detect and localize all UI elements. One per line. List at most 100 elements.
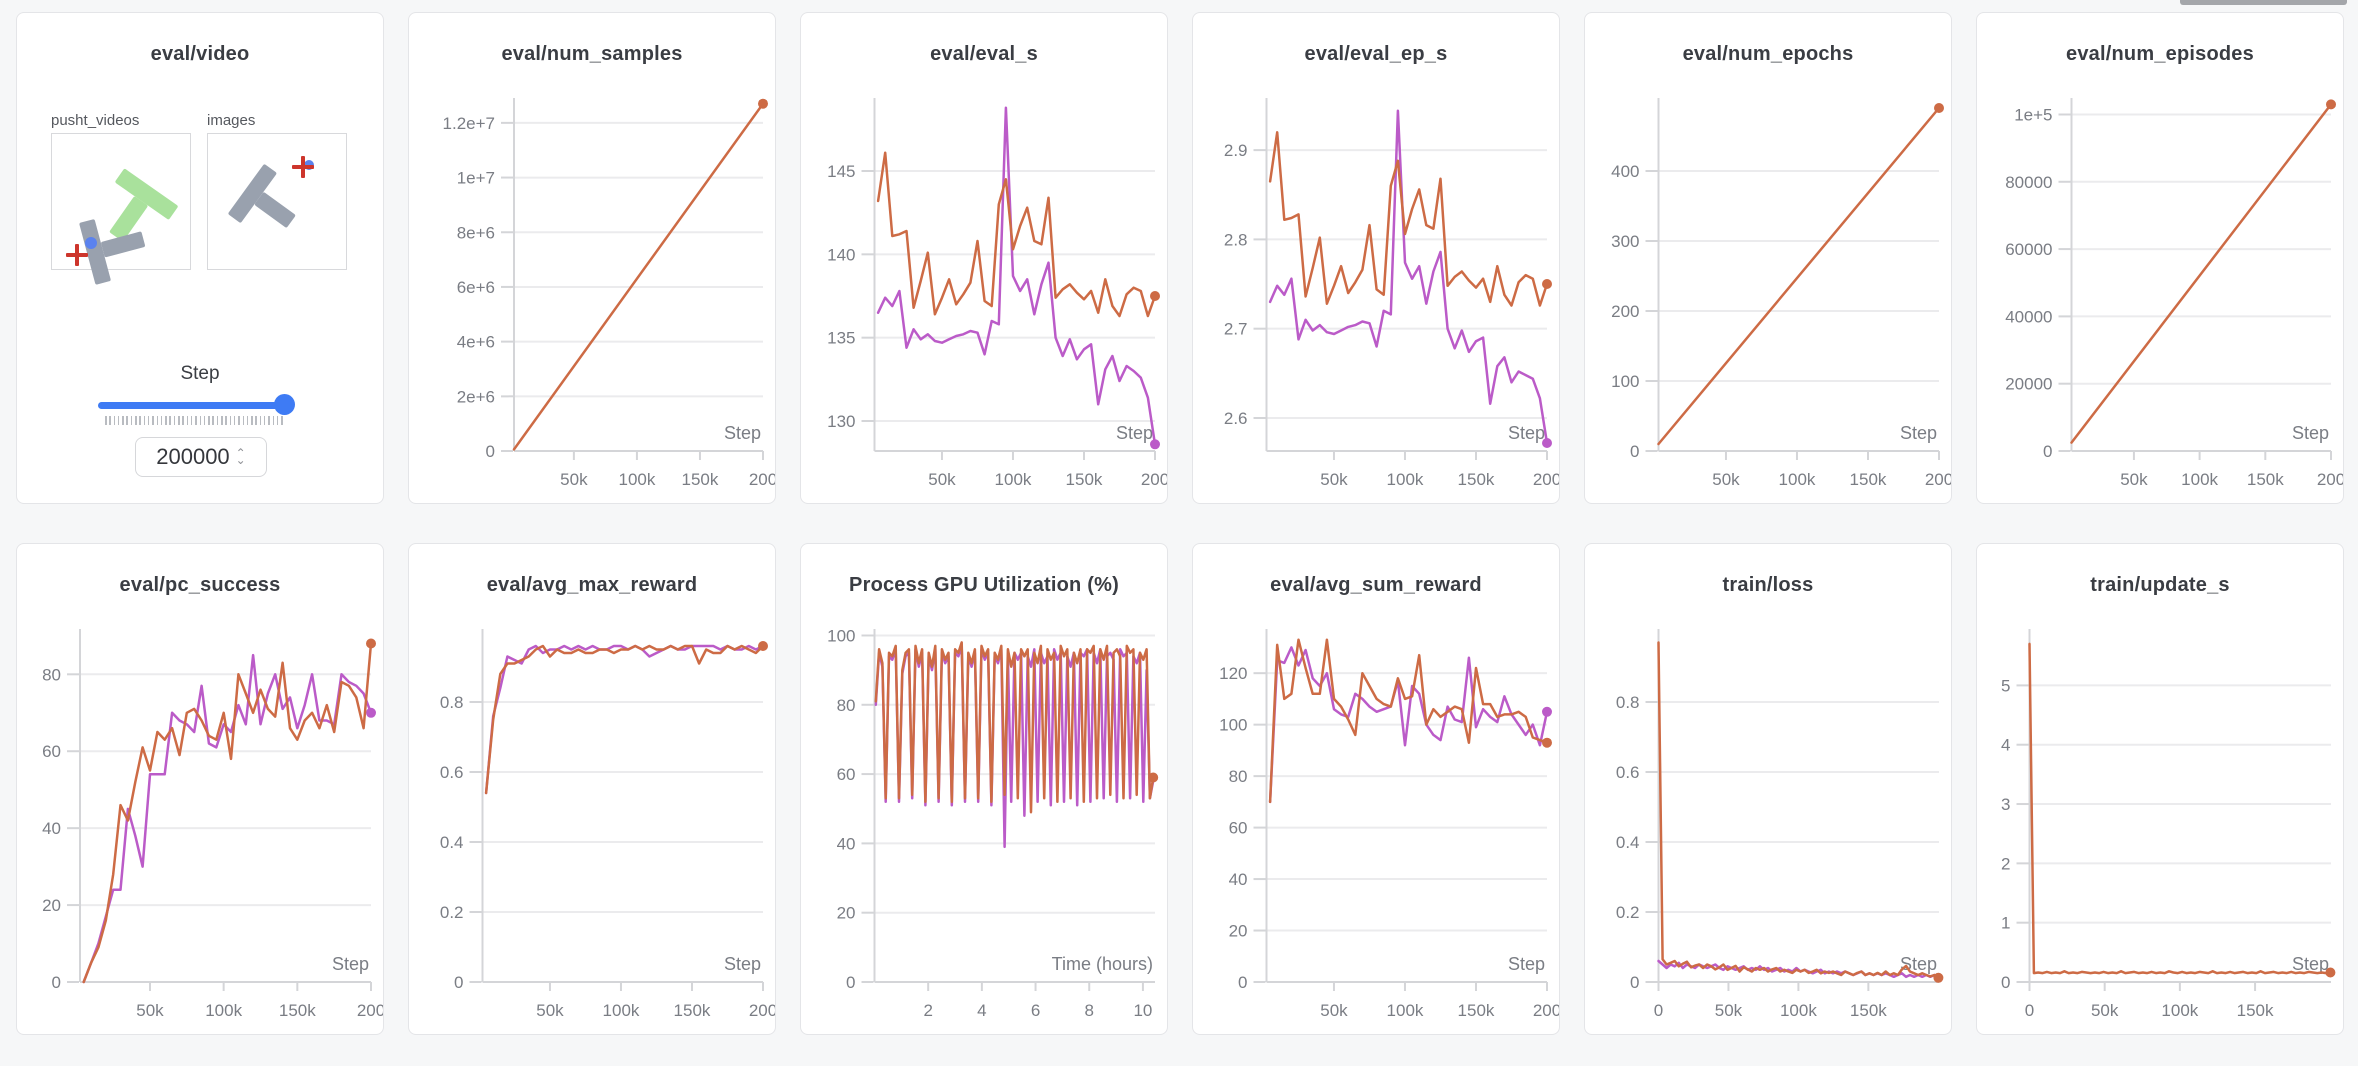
svg-text:80: 80 <box>837 696 856 715</box>
svg-text:100k: 100k <box>618 470 655 489</box>
svg-text:2: 2 <box>923 1001 932 1020</box>
panel-eval-pc-success: eval/pc_success 0 20 40 60 80 50k 100k 150k 200 St… <box>16 543 384 1035</box>
target-cross-icon <box>66 244 88 266</box>
svg-text:200: 200 <box>357 1001 384 1020</box>
svg-text:4: 4 <box>2001 736 2010 755</box>
svg-text:0.4: 0.4 <box>440 833 464 852</box>
step-slider[interactable] <box>98 394 295 415</box>
x-axis-label: Time (hours) <box>1052 954 1153 974</box>
purple-end-point <box>366 707 376 718</box>
svg-text:145: 145 <box>827 162 855 181</box>
orange-end-point <box>1542 279 1552 289</box>
svg-text:100: 100 <box>1219 716 1247 735</box>
slider-tick-marks <box>105 416 283 425</box>
svg-text:100k: 100k <box>1780 1001 1817 1020</box>
slider-track[interactable] <box>98 402 291 409</box>
svg-text:200: 200 <box>1533 1001 1560 1020</box>
svg-text:50k: 50k <box>1320 1001 1348 1020</box>
x-axis-label: Step <box>2292 423 2329 443</box>
chart-canvas[interactable]: 0 20000 40000 60000 80000 1e+5 50k 100k 150k 200 S… <box>1977 13 2344 504</box>
svg-text:40: 40 <box>42 819 61 838</box>
chart-canvas[interactable]: 0 100 200 300 400 50k 100k 150k 200 Step <box>1585 13 1952 504</box>
svg-text:5: 5 <box>2001 676 2010 695</box>
orange-run-line <box>1657 106 1941 446</box>
svg-text:150k: 150k <box>279 1001 316 1020</box>
orange-end-point <box>366 638 376 649</box>
pusht-video-thumbnail[interactable] <box>51 133 191 285</box>
svg-text:0.6: 0.6 <box>440 763 464 782</box>
step-number-input[interactable]: 200000 ⌃ ⌄ <box>135 437 267 477</box>
svg-text:200: 200 <box>1925 470 1952 489</box>
orange-run-line <box>2028 642 2332 975</box>
svg-text:0: 0 <box>2001 973 2010 992</box>
chart-canvas[interactable]: 130 135 140 145 50k 100k 150k 200 Step <box>801 13 1168 504</box>
purple-run-line <box>1268 109 1549 445</box>
chart-canvas[interactable]: 0 2e+6 4e+6 6e+6 8e+6 1e+7 1.2e+7 50k 100k 150k 20… <box>409 13 776 504</box>
svg-text:50k: 50k <box>2091 1001 2119 1020</box>
svg-text:150k: 150k <box>1066 470 1103 489</box>
svg-text:100k: 100k <box>1779 470 1816 489</box>
svg-text:300: 300 <box>1611 232 1639 251</box>
stepper-arrows-icon[interactable]: ⌃ ⌄ <box>235 446 246 467</box>
svg-text:40: 40 <box>837 834 856 853</box>
x-axis-label: Step <box>1116 423 1153 443</box>
svg-text:200: 200 <box>1533 470 1560 489</box>
svg-text:50k: 50k <box>560 470 588 489</box>
svg-text:4: 4 <box>977 1001 986 1020</box>
svg-text:200: 200 <box>749 1001 776 1020</box>
svg-text:200: 200 <box>749 470 776 489</box>
media-key-label: pusht_videos <box>51 112 140 129</box>
svg-text:100k: 100k <box>2161 1001 2198 1020</box>
panel-eval-num-episodes: eval/num_episodes 0 20000 40000 60000 80000 1e… <box>1976 12 2344 504</box>
svg-text:40: 40 <box>1229 870 1248 889</box>
x-axis-label: Step <box>1900 954 1937 974</box>
svg-text:0.2: 0.2 <box>440 903 464 922</box>
svg-text:6: 6 <box>1031 1001 1040 1020</box>
purple-run-line <box>484 644 765 795</box>
svg-text:50k: 50k <box>1715 1001 1743 1020</box>
chart-canvas[interactable]: 0 20 40 60 80 100 120 50k 100k 150k 200 Step <box>1193 544 1560 1035</box>
chart-canvas[interactable]: 0 0.2 0.4 0.6 0.8 50k 100k 150k 200 Step <box>409 544 776 1035</box>
svg-text:0: 0 <box>846 973 855 992</box>
svg-text:6e+6: 6e+6 <box>457 278 495 297</box>
svg-text:100: 100 <box>827 626 855 645</box>
svg-text:50k: 50k <box>1712 470 1740 489</box>
orange-run-line <box>484 644 765 795</box>
x-axis-label: Step <box>1900 423 1937 443</box>
chart-canvas[interactable]: 0 1 2 3 4 5 0 50k 100k 150k Step <box>1977 544 2344 1035</box>
svg-text:0: 0 <box>1630 442 1639 461</box>
svg-text:40000: 40000 <box>2005 307 2052 326</box>
top-right-cutoff-bar <box>2180 0 2347 5</box>
svg-text:150k: 150k <box>2247 470 2284 489</box>
chart-title: eval/eval_s <box>930 43 1038 65</box>
panel-eval-eval-ep-s: eval/eval_ep_s 2.6 2.7 2.8 2.9 50k 100k 150k 200… <box>1192 12 1560 504</box>
purple-end-point <box>1542 438 1552 448</box>
agent-dot <box>85 237 97 249</box>
chart-canvas[interactable]: 0 20 40 60 80 50k 100k 150k 200 Step <box>17 544 384 1035</box>
panel-eval-avg-max-reward: eval/avg_max_reward 0 0.2 0.4 0.6 0.8 50k 100k 1… <box>408 543 776 1035</box>
svg-text:20: 20 <box>1229 922 1248 941</box>
svg-text:60: 60 <box>837 765 856 784</box>
svg-text:150k: 150k <box>1458 470 1495 489</box>
svg-text:0: 0 <box>2043 442 2052 461</box>
chart-title: eval/avg_max_reward <box>486 574 698 596</box>
chart-canvas[interactable]: 2.6 2.7 2.8 2.9 50k 100k 150k 200 Step <box>1193 13 1560 504</box>
chart-canvas[interactable]: 0 20 40 60 80 100 2 4 6 8 10 Time (hours) <box>801 544 1168 1035</box>
svg-text:80: 80 <box>42 665 61 684</box>
images-thumbnail[interactable] <box>207 133 347 270</box>
svg-text:150k: 150k <box>682 470 719 489</box>
svg-text:20: 20 <box>837 904 856 923</box>
svg-text:200: 200 <box>1141 470 1168 489</box>
svg-text:0: 0 <box>486 442 495 461</box>
svg-text:60: 60 <box>42 742 61 761</box>
x-axis-label: Step <box>1508 423 1545 443</box>
svg-text:1: 1 <box>2001 914 2010 933</box>
svg-text:200: 200 <box>1611 302 1639 321</box>
svg-text:3: 3 <box>2001 795 2010 814</box>
chart-title: train/update_s <box>2090 574 2230 596</box>
orange-run-line <box>1657 641 1940 980</box>
chart-canvas[interactable]: 0 0.2 0.4 0.6 0.8 0 50k 100k 150k Step <box>1585 544 1952 1035</box>
orange-run-line <box>1268 638 1549 804</box>
slider-thumb[interactable] <box>274 394 295 415</box>
